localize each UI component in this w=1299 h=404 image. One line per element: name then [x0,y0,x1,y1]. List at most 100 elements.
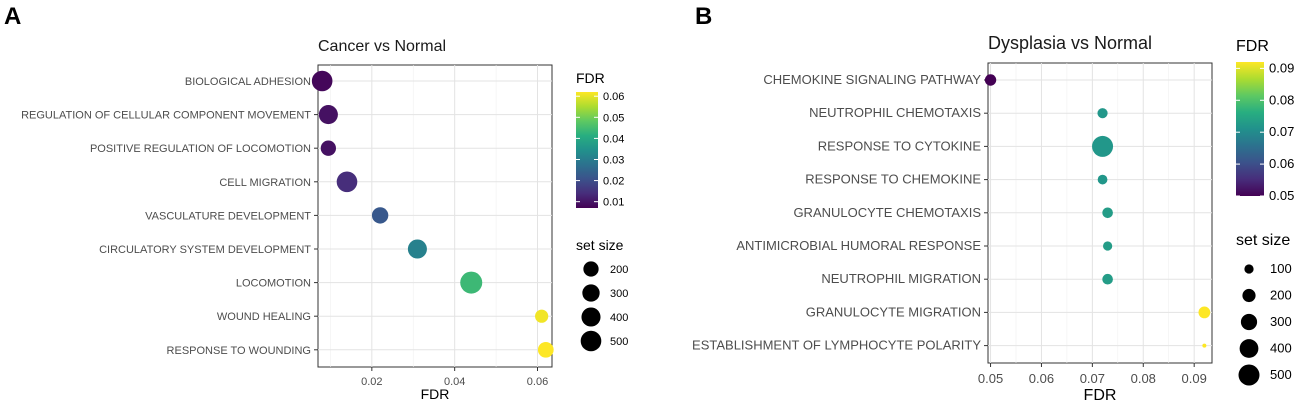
x-tick-label: 0.04 [444,376,465,388]
y-tick-label: BIOLOGICAL ADHESION [185,76,311,88]
panel-a-x-axis: 0.02 0.04 0.06 [361,367,548,388]
data-point [1202,343,1207,348]
y-tick-label: CELL MIGRATION [219,177,311,189]
data-point [1102,273,1113,285]
x-tick-label: 0.08 [1131,371,1156,386]
data-point [984,74,997,86]
panel-b-colorbar-ticks: 0.09 0.08 0.07 0.06 0.05 [1236,60,1294,203]
y-tick-label: RESPONSE TO WOUNDING [167,345,311,357]
y-tick-label: LOCOMOTION [236,278,311,290]
size-legend-dot [1242,288,1256,303]
panel-b-colorbar [1236,62,1264,196]
colorbar-tick-label: 0.06 [603,91,624,103]
y-tick-label: ANTIMICROBIAL HUMORAL RESPONSE [736,238,981,253]
panel-a-points [311,70,554,358]
y-tick-label: RESPONSE TO CYTOKINE [818,138,982,153]
size-legend-dot [1238,364,1260,386]
x-tick-label: 0.06 [527,376,548,388]
size-legend-dot [1244,264,1254,274]
panel-b-colorbar-title: FDR [1236,38,1269,55]
y-tick-label: POSITIVE REGULATION OF LOCOMOTION [90,143,311,155]
panel-a-gridlines [318,65,552,367]
colorbar-tick-label: 0.08 [1269,92,1294,107]
y-tick-label: NEUTROPHIL CHEMOTAXIS [809,105,981,120]
colorbar-tick-label: 0.05 [1269,188,1294,203]
data-point [535,309,549,323]
colorbar-tick-label: 0.01 [603,197,624,209]
panel-a-size-legend: 200 300 400 500 [580,261,628,352]
x-tick-label: 0.02 [361,376,382,388]
panel-b-x-title: FDR [1084,387,1117,404]
colorbar-tick-label: 0.05 [603,112,624,124]
panel-a-colorbar [576,92,598,208]
x-tick-label: 0.05 [978,371,1003,386]
size-legend-dot [580,330,602,352]
panel-a-colorbar-title: FDR [576,70,605,86]
panel-b-label: B [695,3,712,30]
data-point [371,207,389,224]
colorbar-tick-label: 0.03 [603,154,624,166]
data-point [1092,135,1114,157]
x-tick-label: 0.06 [1029,371,1054,386]
size-legend-label: 300 [610,288,628,300]
panel-a: A Cancer vs Normal BIOLOGICAL ADHESION RE… [4,3,628,402]
panel-a-x-title: FDR [421,386,450,402]
panel-b-size-legend-title: set size [1236,232,1290,249]
size-legend-label: 200 [1270,288,1292,303]
size-legend-label: 500 [610,336,628,348]
y-tick-label: CIRCULATORY SYSTEM DEVELOPMENT [99,244,311,256]
size-legend-dot [581,307,601,327]
panel-b: B Dysplasia vs Normal CHEMOKINE SIGNALIN… [692,3,1294,404]
panel-b-size-legend: 100 200 300 400 500 [1238,261,1292,386]
data-point [1097,174,1108,185]
colorbar-tick-label: 0.07 [1269,124,1294,139]
size-legend-dot [1239,339,1259,358]
size-legend-label: 200 [610,264,628,276]
panel-b-points [984,74,1211,348]
panel-a-plot-area [317,64,553,368]
size-legend-label: 400 [610,312,628,324]
colorbar-tick-label: 0.04 [603,133,624,145]
size-legend-label: 400 [1270,341,1292,356]
panel-a-label: A [4,3,21,30]
y-tick-label: VASCULATURE DEVELOPMENT [145,210,311,222]
data-point [320,140,336,156]
y-tick-label: ESTABLISHMENT OF LYMPHOCYTE POLARITY [692,338,981,353]
data-point [1102,207,1113,219]
size-legend-dot [583,261,599,277]
panel-b-y-axis: CHEMOKINE SIGNALING PATHWAY NEUTROPHIL CH… [692,72,988,353]
data-point [407,239,427,259]
data-point [1097,108,1108,119]
y-tick-label: REGULATION OF CELLULAR COMPONENT MOVEMEN… [21,110,311,122]
x-tick-label: 0.09 [1182,371,1207,386]
size-legend-label: 500 [1270,367,1292,382]
panel-a-colorbar-ticks: 0.06 0.05 0.04 0.03 0.02 0.01 [576,91,624,209]
colorbar-tick-label: 0.09 [1269,60,1294,75]
y-tick-label: CHEMOKINE SIGNALING PATHWAY [763,72,981,87]
panel-b-x-axis: 0.05 0.06 0.07 0.08 0.09 [978,363,1207,386]
data-point [460,271,483,294]
data-point [1103,241,1113,251]
y-tick-label: NEUTROPHIL MIGRATION [821,271,981,286]
data-point [318,105,338,125]
y-tick-label: GRANULOCYTE MIGRATION [806,304,981,319]
size-legend-dot [582,284,600,302]
size-legend-label: 100 [1270,261,1292,276]
y-tick-label: WOUND HEALING [217,311,311,323]
size-legend-label: 300 [1270,314,1292,329]
x-tick-label: 0.07 [1080,371,1105,386]
data-point [336,171,358,193]
panel-b-title: Dysplasia vs Normal [988,33,1152,53]
y-tick-label: GRANULOCYTE CHEMOTAXIS [793,205,981,220]
panel-a-title: Cancer vs Normal [318,38,446,55]
y-tick-label: RESPONSE TO CHEMOKINE [805,172,981,187]
data-point [537,341,554,358]
panel-a-y-axis: BIOLOGICAL ADHESION REGULATION OF CELLULA… [21,76,318,357]
colorbar-tick-label: 0.06 [1269,156,1294,171]
size-legend-dot [1240,313,1258,331]
data-point [311,70,333,92]
panel-a-size-legend-title: set size [576,237,624,253]
colorbar-tick-label: 0.02 [603,176,624,188]
data-point [1198,306,1211,319]
